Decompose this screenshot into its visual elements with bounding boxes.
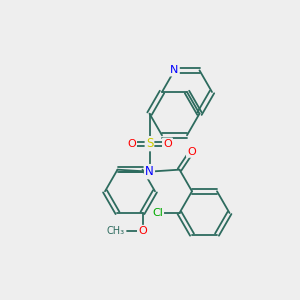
Text: O: O <box>138 226 147 236</box>
Text: O: O <box>163 139 172 149</box>
Text: CH₃: CH₃ <box>106 226 124 236</box>
Text: O: O <box>187 147 196 157</box>
Text: S: S <box>146 137 153 150</box>
Text: O: O <box>127 139 136 149</box>
Text: N: N <box>170 65 179 75</box>
Text: Cl: Cl <box>152 208 163 218</box>
Text: N: N <box>145 165 154 178</box>
